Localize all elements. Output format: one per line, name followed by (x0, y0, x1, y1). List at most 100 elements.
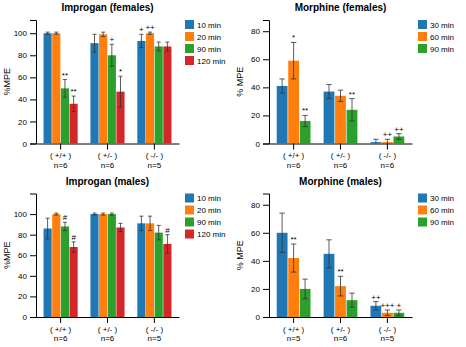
error-bar-cap (118, 107, 122, 108)
bar (146, 33, 154, 143)
y-tick: 80 (251, 201, 269, 210)
error-bar-stem (340, 90, 341, 101)
y-tick-mark (30, 317, 36, 318)
title: Improgan (females) (61, 2, 153, 13)
error-bar-stem (351, 293, 352, 307)
error-bar-cap (338, 90, 343, 91)
error-bar-cap (92, 51, 96, 52)
annotation: ** (302, 106, 308, 115)
legend-label: 120 min (197, 57, 225, 66)
y-tick: 20 (18, 118, 36, 127)
error-bar-stem (340, 276, 341, 296)
x-tick-label: ( +/- ) (331, 151, 351, 160)
y-tick: 0 (23, 313, 36, 322)
y-tick-label: 40 (251, 83, 260, 92)
y-tick-label: 100 (14, 29, 28, 38)
panel: 020406080( +/+ )( +/- )( -/- )n=6n=6n=6%… (235, 2, 454, 170)
x-axis: ( +/+ )( +/- )( -/- ) (270, 317, 413, 334)
y-tick-mark (30, 144, 36, 145)
error-bar (165, 42, 169, 51)
error-bar-cap (165, 253, 169, 254)
x-axis: ( +/+ )( +/- )( -/- ) (270, 144, 413, 161)
y-tick: 60 (18, 251, 36, 260)
bar (155, 233, 163, 317)
error-bar-cap (302, 298, 307, 299)
y-axis: 020406080 (251, 194, 269, 322)
bar (108, 214, 116, 317)
error-bar-cap (46, 238, 50, 239)
x-tick: ( +/+ ) (50, 144, 72, 161)
legend-swatch (185, 44, 194, 53)
error-bar-stem (64, 80, 65, 98)
series (288, 42, 393, 143)
y-axis-line (30, 194, 37, 318)
n-label: n=6 (54, 334, 68, 343)
error-bar (101, 32, 105, 36)
x-tick-mark (154, 317, 155, 323)
error-bar-stem (375, 302, 376, 310)
y-tick-label: 40 (251, 257, 260, 266)
y-tick: 40 (18, 272, 36, 281)
error-bar-cap (46, 32, 50, 33)
error-bar-cap (101, 213, 105, 214)
series (70, 42, 172, 143)
error-bar-stem (120, 223, 121, 231)
x-tick-mark (293, 317, 294, 323)
y-tick-mark (263, 144, 269, 145)
x-tick-label: ( -/- ) (146, 151, 164, 160)
n-label: n=6 (334, 161, 348, 170)
error-bar-cap (110, 213, 114, 214)
legend-item: 30 min (418, 194, 454, 204)
legend-item: 20 min (185, 32, 221, 42)
error-bar-stem (73, 242, 74, 252)
y-axis-line (263, 21, 270, 145)
error-bar-cap (338, 295, 343, 296)
annotation: + (109, 35, 114, 44)
error-bar-cap (92, 213, 96, 214)
x-axis: ( +/+ )( +/- )( -/- ) (37, 317, 180, 334)
annotation: +++ (380, 301, 394, 310)
y-tick: 20 (251, 111, 269, 120)
title: Morphine (females) (295, 2, 387, 13)
y-axis: 020406080 (251, 21, 269, 149)
y-tick-mark (30, 33, 36, 34)
x-tick: ( -/- ) (379, 317, 397, 334)
annotation: # (71, 233, 76, 242)
error-bar-cap (92, 34, 96, 35)
annotation: + (139, 25, 144, 34)
error-bar-cap (54, 32, 58, 33)
error-bar-cap (110, 215, 114, 216)
legend-label: 90 min (430, 218, 454, 227)
x-tick-label: ( -/- ) (146, 325, 164, 334)
y-tick-mark (263, 87, 269, 88)
error-bar (54, 213, 58, 215)
x-tick-label: ( +/+ ) (283, 151, 305, 160)
error-bar-stem (351, 99, 352, 121)
y-tick-mark (30, 99, 36, 100)
error-bar-cap (349, 293, 354, 294)
y-tick-label: 80 (251, 201, 260, 210)
bar (44, 228, 52, 317)
annotation: ** (349, 90, 355, 99)
legend-swatch (418, 194, 427, 203)
legend-item: 60 min (418, 206, 454, 216)
plot-area (44, 32, 172, 143)
error-bar-stem (73, 96, 74, 111)
error-bar-cap (72, 252, 76, 253)
y-tick-mark (30, 276, 36, 277)
n-label: n=6 (101, 334, 115, 343)
y-tick: 40 (251, 83, 269, 92)
error-bar-stem (64, 222, 65, 230)
error-bar-cap (302, 279, 307, 280)
y-tick: 40 (251, 257, 269, 266)
error-bar-cap (326, 239, 331, 240)
bar (90, 43, 98, 143)
annotation: * (292, 33, 295, 42)
error-bar (291, 244, 296, 272)
error-bar-stem (398, 134, 399, 140)
annotation: ** (337, 267, 343, 276)
series (44, 213, 146, 317)
error-bar-cap (92, 215, 96, 216)
bar (163, 244, 171, 317)
error-bar (338, 276, 343, 296)
